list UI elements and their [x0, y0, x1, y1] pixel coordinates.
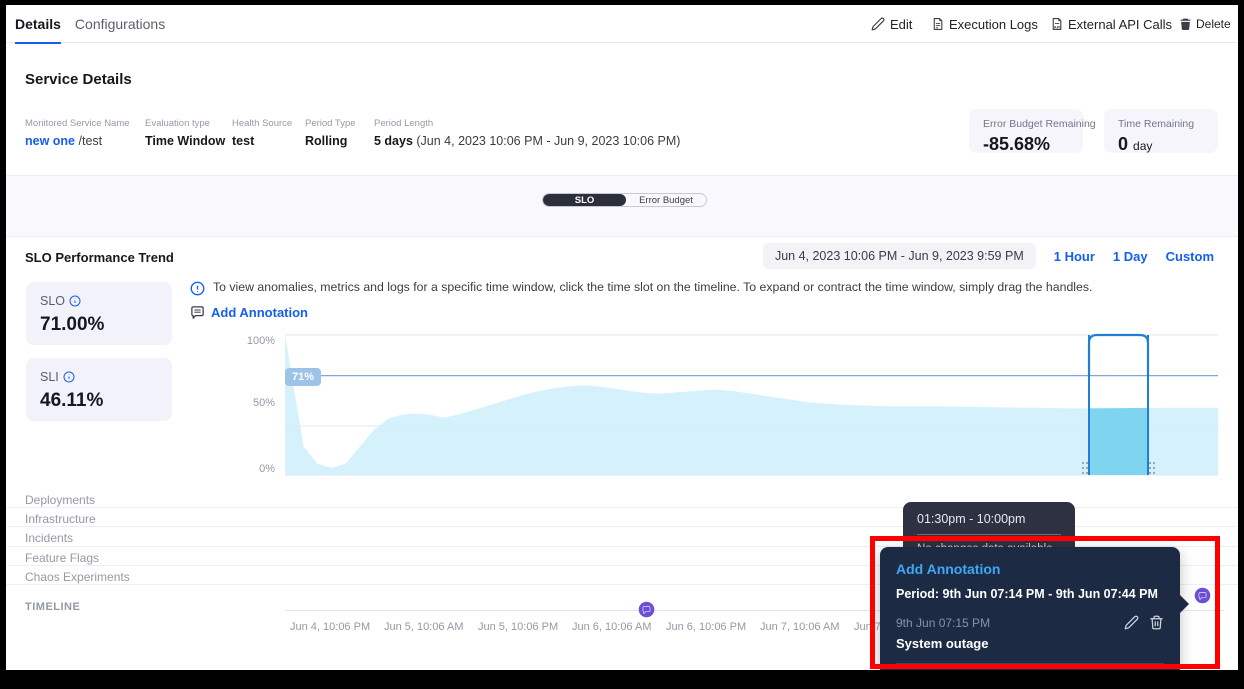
svg-text:API: API [1054, 24, 1061, 29]
